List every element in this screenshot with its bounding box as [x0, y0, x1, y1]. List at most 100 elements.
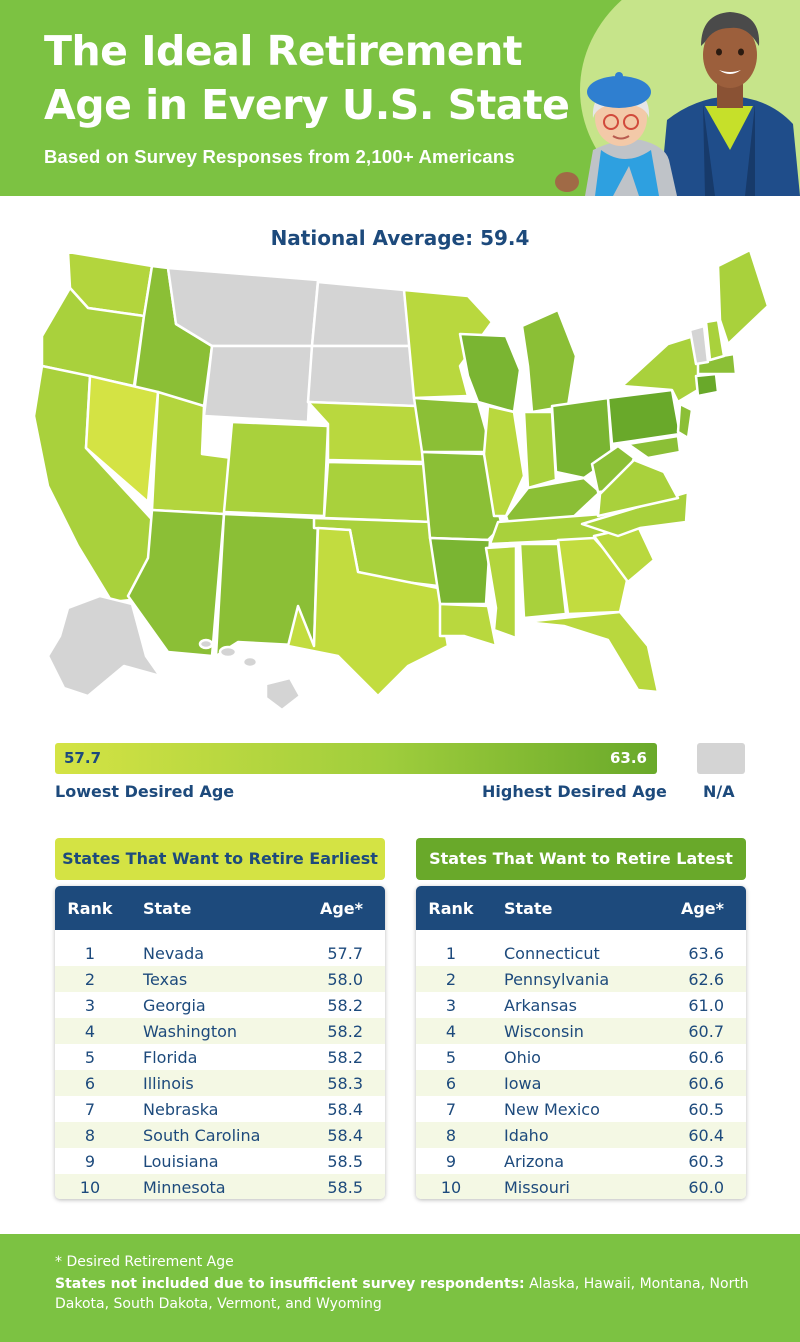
- state-cell: Texas: [143, 970, 188, 989]
- woman-figure: [555, 72, 677, 196]
- rank-cell: 10: [79, 1178, 101, 1197]
- state-cell: Missouri: [504, 1178, 570, 1197]
- state-south-dakota: [306, 344, 418, 408]
- age-cell: 60.6: [688, 1074, 724, 1093]
- age-cell: 60.7: [688, 1022, 724, 1041]
- table-header: Rank State Age*: [55, 886, 385, 930]
- us-states-map: [32, 248, 770, 712]
- table-row: 10 Missouri 60.0: [416, 1174, 746, 1199]
- age-cell: 62.6: [688, 970, 724, 989]
- state-cell: New Mexico: [504, 1100, 600, 1119]
- state-cell: Minnesota: [143, 1178, 226, 1197]
- footnote-excluded: States not included due to insufficient …: [55, 1274, 755, 1314]
- rank-cell: 3: [445, 996, 457, 1015]
- age-cell: 57.7: [327, 944, 363, 963]
- header-rank: Rank: [67, 899, 113, 918]
- state-maryland: [626, 434, 682, 460]
- state-cell: Washington: [143, 1022, 238, 1041]
- earliest-table: Rank State Age* 1 Nevada 57.7 2 Texas 58.0 3 Ge…: [55, 886, 385, 1199]
- age-cell: 58.4: [327, 1126, 363, 1145]
- table-row: 6 Iowa 60.6: [416, 1070, 746, 1096]
- state-iowa: [412, 396, 494, 454]
- state-maine: [716, 248, 770, 346]
- age-cell: 58.2: [327, 996, 363, 1015]
- state-cell: Louisiana: [143, 1152, 219, 1171]
- age-cell: 60.6: [688, 1048, 724, 1067]
- state-alabama: [518, 542, 568, 620]
- rank-cell: 1: [445, 944, 457, 963]
- rank-cell: 6: [445, 1074, 457, 1093]
- latest-table-body: 1 Connecticut 63.6 2 Pennsylvania 62.6 3 Arkans…: [416, 930, 746, 1199]
- state-kansas: [322, 460, 434, 524]
- state-new-mexico: [214, 512, 320, 658]
- legend-na-swatch: [697, 743, 745, 774]
- age-cell: 58.5: [327, 1178, 363, 1197]
- state-cell: Ohio: [504, 1048, 541, 1067]
- table-row: 2 Texas 58.0: [55, 966, 385, 992]
- page-title: The Ideal Retirement Age in Every U.S. S…: [44, 27, 570, 129]
- state-indiana: [522, 410, 558, 490]
- state-cell: Pennsylvania: [504, 970, 610, 989]
- age-cell: 58.2: [327, 1048, 363, 1067]
- state-virginia: [596, 458, 680, 518]
- table-row: 9 Arizona 60.3: [416, 1148, 746, 1174]
- rank-cell: 2: [84, 970, 96, 989]
- rank-cell: 1: [84, 944, 96, 963]
- state-cell: Nevada: [143, 944, 205, 963]
- table-row: 5 Florida 58.2: [55, 1044, 385, 1070]
- age-cell: 60.3: [688, 1152, 724, 1171]
- rank-cell: 8: [84, 1126, 96, 1145]
- header-state: State: [504, 899, 553, 918]
- state-texas: [286, 526, 450, 698]
- age-cell: 60.4: [688, 1126, 724, 1145]
- earliest-table-body: 1 Nevada 57.7 2 Texas 58.0 3 Georgia 58.2 4 Washin…: [55, 930, 385, 1199]
- age-cell: 58.4: [327, 1100, 363, 1119]
- table-row: 8 Idaho 60.4: [416, 1122, 746, 1148]
- age-cell: 60.5: [688, 1100, 724, 1119]
- state-cell: Wisconsin: [504, 1022, 584, 1041]
- age-cell: 60.0: [688, 1178, 724, 1197]
- couple-illustration: [555, 12, 800, 196]
- state-pennsylvania: [606, 388, 682, 446]
- legend-min-label: Lowest Desired Age: [55, 782, 235, 801]
- legend-gradient-bar: 57.7 63.6: [55, 743, 657, 774]
- table-row: 1 Nevada 57.7: [55, 940, 385, 966]
- header-rank: Rank: [428, 899, 474, 918]
- state-florida: [522, 610, 660, 694]
- age-cell: 58.3: [327, 1074, 363, 1093]
- state-new-jersey: [676, 402, 694, 440]
- table-row: 9 Louisiana 58.5: [55, 1148, 385, 1174]
- table-row: 3 Georgia 58.2: [55, 992, 385, 1018]
- rank-cell: 10: [440, 1178, 462, 1197]
- state-cell: Florida: [143, 1048, 198, 1067]
- header-age: Age*: [680, 899, 724, 918]
- rank-cell: 6: [84, 1074, 96, 1093]
- rank-cell: 8: [445, 1126, 457, 1145]
- table-row: 4 Washington 58.2: [55, 1018, 385, 1044]
- rank-cell: 4: [84, 1022, 96, 1041]
- table-row: 8 South Carolina 58.4: [55, 1122, 385, 1148]
- legend-max-label: Highest Desired Age: [482, 782, 667, 801]
- table-row: 6 Illinois 58.3: [55, 1070, 385, 1096]
- header-banner: The Ideal Retirement Age in Every U.S. S…: [0, 0, 800, 196]
- table-row: 3 Arkansas 61.0: [416, 992, 746, 1018]
- page-subtitle: Based on Survey Responses from 2,100+ Am…: [44, 146, 515, 167]
- age-cell: 58.0: [327, 970, 363, 989]
- state-arkansas: [428, 536, 492, 606]
- table-row: 7 Nebraska 58.4: [55, 1096, 385, 1122]
- national-average-label: National Average: 59.4: [270, 226, 530, 250]
- table-row: 10 Minnesota 58.5: [55, 1174, 385, 1199]
- table-row: 2 Pennsylvania 62.6: [416, 966, 746, 992]
- state-cell: Iowa: [504, 1074, 542, 1093]
- table-row: 1 Connecticut 63.6: [416, 940, 746, 966]
- table-header: Rank State Age*: [416, 886, 746, 930]
- state-montana: [166, 266, 320, 348]
- state-nebraska: [306, 400, 426, 464]
- header-age: Age*: [319, 899, 363, 918]
- state-hawaii: [198, 638, 302, 712]
- state-michigan: [520, 308, 578, 414]
- state-nevada: [84, 374, 160, 504]
- state-new-hampshire: [704, 318, 726, 362]
- age-cell: 61.0: [688, 996, 724, 1015]
- state-cell: South Carolina: [143, 1126, 261, 1145]
